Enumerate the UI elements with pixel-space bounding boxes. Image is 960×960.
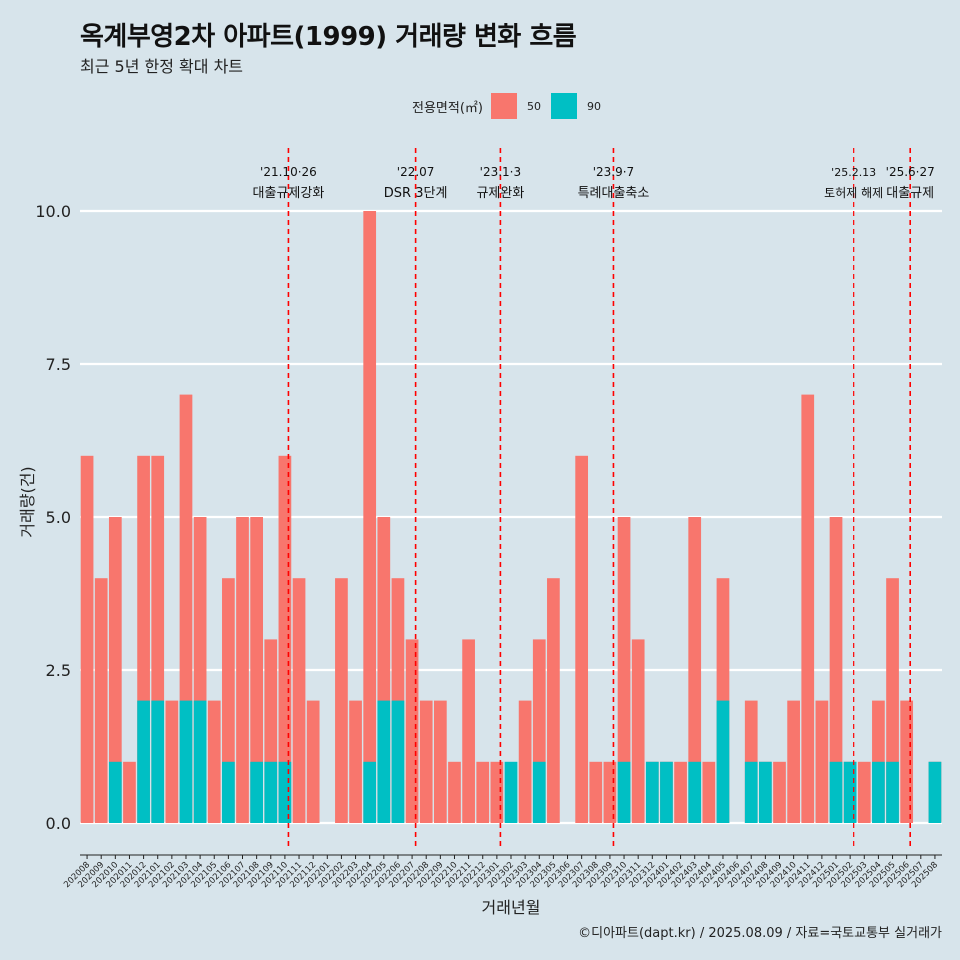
bar-50-202108: [250, 517, 263, 823]
source-caption: ©디아파트(dapt.kr) / 2025.08.09 / 자료=국토교통부 실…: [578, 926, 942, 941]
bar-90-202312: [645, 761, 659, 823]
bar-50-202311: [631, 639, 645, 823]
bar-50-202501: [829, 517, 843, 823]
bar-50-202404: [702, 761, 716, 823]
bar-50-202409: [773, 761, 786, 823]
bar-90-202110: [278, 761, 292, 823]
bar-90-202304: [532, 761, 546, 823]
bar-50-202203: [349, 700, 362, 823]
bar-50-202202: [335, 578, 348, 823]
bar-50-202207: [405, 639, 419, 823]
y-tick-label: 5.0: [46, 508, 71, 527]
bar-90-202310: [617, 761, 631, 823]
bar-90-202103: [179, 700, 193, 823]
bar-50-202506: [900, 700, 914, 823]
bar-50-202010: [108, 517, 122, 823]
bar-90-202104: [193, 700, 207, 823]
y-tick-label: 0.0: [46, 814, 71, 833]
bar-90-202106: [222, 761, 235, 823]
bar-50-202503: [857, 761, 871, 823]
bar-90-202504: [872, 761, 885, 823]
bar-90-202502: [843, 761, 857, 823]
chart-title: 옥계부영2차 아파트(1999) 거래량 변화 흐름: [80, 22, 577, 52]
bar-90-202205: [377, 700, 391, 823]
bar-90-202206: [391, 700, 405, 823]
bar-50-202102: [165, 700, 179, 823]
bar-50-202111: [292, 578, 306, 823]
bar-90-202302: [504, 761, 518, 823]
x-axis: 2020082020092020102020112020122021012021…: [62, 854, 942, 890]
event-date-1: '22.07: [397, 165, 435, 179]
bar-90-202012: [137, 700, 150, 823]
bar-50-202208: [419, 700, 433, 823]
bar-50-202210: [448, 761, 461, 823]
x-axis-label: 거래년월: [482, 898, 541, 917]
event-date-2: '23.1·3: [480, 165, 521, 179]
bar-50-202309: [603, 761, 617, 823]
bar-90-202508: [928, 761, 942, 823]
bar-90-202407: [744, 761, 758, 823]
bars: [80, 211, 942, 823]
bar-90-202101: [151, 700, 165, 823]
event-date-4: '25.2.13: [831, 166, 876, 179]
bar-90-202405: [716, 700, 730, 823]
bar-50-202308: [589, 761, 603, 823]
bar-50-202009: [94, 578, 108, 823]
bar-50-202209: [433, 700, 447, 823]
bar-50-202112: [306, 700, 320, 823]
y-axis: 0.0 2.5 5.0 7.5 10.0: [35, 202, 71, 833]
bar-90-202408: [759, 761, 772, 823]
legend-title: 전용면적(㎡): [412, 100, 483, 116]
event-label-3: 특례대출축소: [578, 186, 650, 201]
bar-50-202204: [363, 211, 377, 823]
event-label-5: 대출규제: [886, 186, 934, 201]
bar-90-202204: [363, 761, 377, 823]
bar-50-202305: [547, 578, 560, 823]
y-tick-label: 7.5: [46, 355, 71, 374]
bar-90-202505: [886, 761, 899, 823]
bar-90-202010: [108, 761, 122, 823]
event-label-0: 대출규제강화: [253, 186, 325, 201]
bar-90-202403: [688, 761, 702, 823]
event-label-1: DSR 3단계: [384, 186, 448, 201]
legend-label-50: 50: [526, 99, 541, 113]
legend-key-90: [550, 93, 577, 119]
bar-90-202501: [829, 761, 843, 823]
legend-key-50: [490, 93, 517, 119]
bar-50-202403: [688, 517, 702, 823]
bar-50-202410: [787, 700, 800, 823]
event-date-0: '21.10·26: [260, 165, 317, 179]
bar-50-202303: [518, 700, 532, 823]
y-axis-label: 거래량(건): [18, 466, 37, 537]
bar-50-202411: [801, 394, 815, 823]
bar-50-202301: [490, 761, 504, 823]
bar-50-202212: [476, 761, 490, 823]
bar-50-202402: [674, 761, 687, 823]
event-label-4: 토허제 해제: [824, 186, 883, 200]
event-label-2: 규제완화: [476, 186, 524, 201]
bar-50-202211: [462, 639, 475, 823]
bar-90-202109: [264, 761, 278, 823]
bar-50-202008: [80, 455, 94, 823]
y-tick-label: 10.0: [35, 202, 71, 221]
bar-90-202108: [250, 761, 263, 823]
legend: 전용면적(㎡) 50 90: [412, 92, 611, 120]
bar-50-202310: [617, 517, 631, 823]
chart-subtitle: 최근 5년 한정 확대 차트: [80, 57, 244, 76]
event-date-5: '25.6·27: [886, 165, 935, 179]
event-lines: '21.10·26 대출규제강화 '22.07 DSR 3단계 '23.1·3 규제완화 '…: [253, 148, 935, 848]
bar-90-202401: [660, 761, 673, 823]
bar-50-202412: [815, 700, 829, 823]
bar-50-202011: [123, 761, 136, 823]
bar-50-202105: [207, 700, 221, 823]
event-date-3: '23.9·7: [593, 165, 634, 179]
bar-50-202107: [236, 517, 249, 823]
legend-label-90: 90: [586, 99, 601, 113]
bar-50-202307: [575, 455, 589, 823]
y-tick-label: 2.5: [46, 661, 71, 680]
